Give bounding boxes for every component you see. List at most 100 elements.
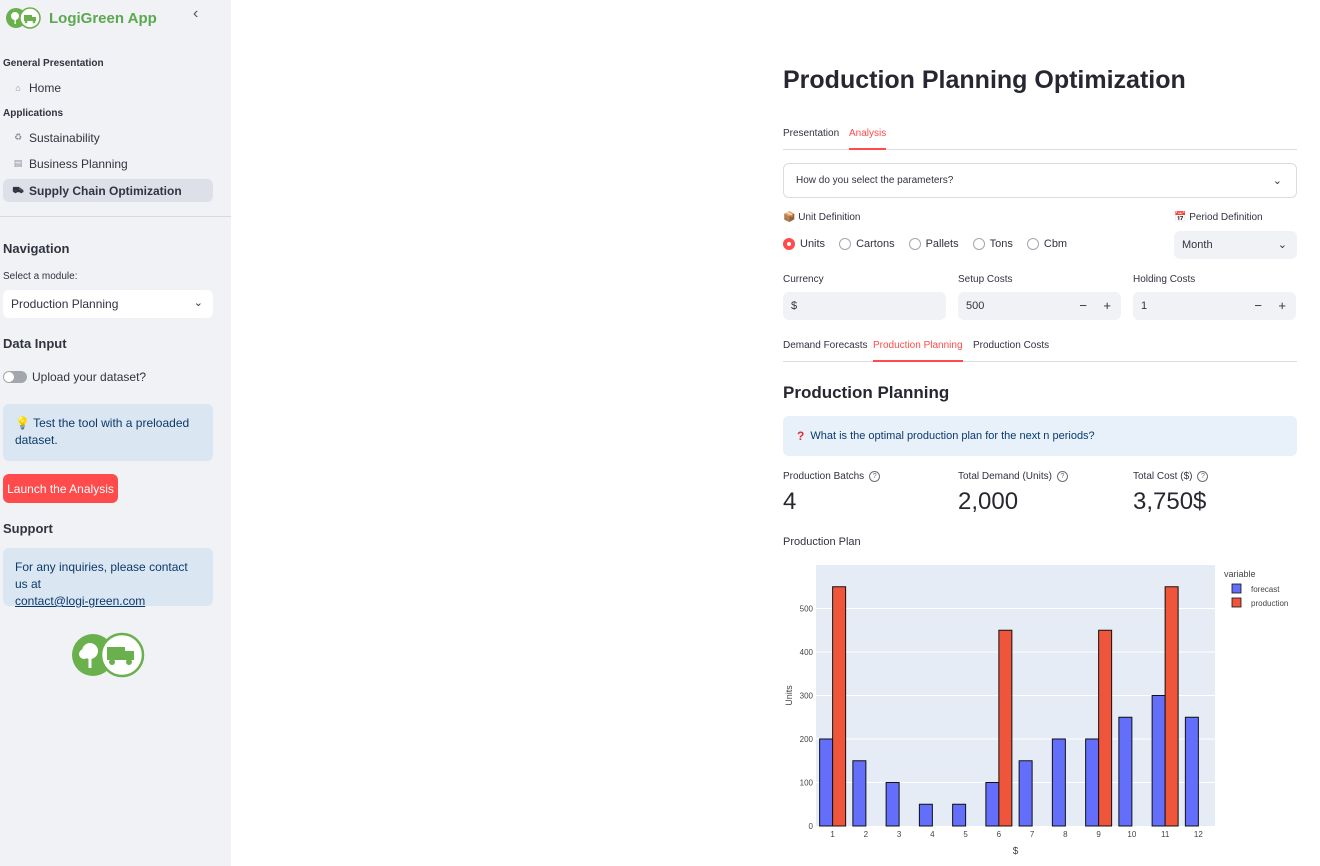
briefcase-icon: ▤ bbox=[13, 158, 23, 168]
x-tick-label: 6 bbox=[997, 830, 1002, 839]
metric-value-cost: 3,750$ bbox=[1133, 488, 1207, 515]
currency-input[interactable]: $ bbox=[783, 292, 946, 320]
support-email-link[interactable]: contact@logi-green.com bbox=[15, 594, 146, 608]
currency-label: Currency bbox=[783, 274, 824, 285]
question-text: What is the optimal production plan for … bbox=[810, 430, 1095, 442]
legend-swatch-forecast bbox=[1231, 583, 1242, 594]
x-tick-label: 2 bbox=[864, 830, 869, 839]
x-tick-label: 5 bbox=[963, 830, 968, 839]
bar-production bbox=[998, 629, 1013, 827]
bar-forecast bbox=[852, 760, 867, 827]
x-tick-label: 11 bbox=[1161, 830, 1170, 839]
support-info-box: For any inquiries, please contact us at … bbox=[3, 548, 213, 608]
metric-label-batches: Production Batchs? bbox=[783, 471, 881, 482]
logigreen-footer-logo-icon bbox=[72, 632, 145, 678]
preloaded-info-box: 💡 Test the tool with a preloaded dataset… bbox=[3, 404, 213, 461]
tab-production-planning[interactable]: Production Planning bbox=[873, 340, 963, 362]
sidebar-item-home[interactable]: ⌂ Home bbox=[3, 76, 213, 99]
x-tick-label: 3 bbox=[897, 830, 902, 839]
metric-label-demand: Total Demand (Units)? bbox=[958, 471, 1068, 482]
holding-costs-label: Holding Costs bbox=[1133, 274, 1196, 285]
y-tick-label: 400 bbox=[800, 648, 814, 657]
logigreen-logo-icon bbox=[6, 7, 41, 29]
bar-production bbox=[1098, 629, 1113, 827]
module-select-value: Production Planning bbox=[11, 297, 119, 311]
setup-costs-input[interactable]: 500 − + bbox=[958, 292, 1121, 320]
radio-pallets[interactable]: Pallets bbox=[908, 238, 959, 250]
parameters-expander[interactable]: How do you select the parameters? ⌄ bbox=[783, 163, 1297, 198]
holding-costs-input[interactable]: 1 − + bbox=[1133, 292, 1296, 320]
launch-analysis-button[interactable]: Launch the Analysis bbox=[3, 474, 118, 503]
collapse-sidebar-icon[interactable]: ‹ bbox=[193, 5, 199, 22]
metric-label-cost: Total Cost ($)? bbox=[1133, 471, 1209, 482]
sidebar-item-sustainability[interactable]: ♻ Sustainability bbox=[3, 126, 213, 149]
x-tick-label: 4 bbox=[930, 830, 935, 839]
sidebar-item-label: Business Planning bbox=[29, 156, 128, 171]
plus-icon[interactable]: + bbox=[1278, 298, 1286, 313]
x-tick-label: 1 bbox=[830, 830, 835, 839]
sidebar-item-supply-chain-optimization[interactable]: ⛟ Supply Chain Optimization bbox=[3, 179, 213, 202]
bar-forecast bbox=[1151, 695, 1166, 827]
chevron-down-icon: ⌄ bbox=[193, 297, 203, 309]
legend-title: variable bbox=[1224, 569, 1256, 579]
y-axis-label: Units bbox=[784, 685, 794, 706]
expander-label: How do you select the parameters? bbox=[796, 175, 954, 186]
radio-tons[interactable]: Tons bbox=[972, 238, 1013, 250]
chart-title: Production Plan bbox=[783, 536, 861, 548]
tab-demand-forecasts[interactable]: Demand Forecasts bbox=[783, 340, 868, 351]
sidebar-divider bbox=[0, 216, 231, 217]
period-select[interactable]: Month ⌄ bbox=[1174, 231, 1297, 259]
bar-forecast bbox=[1018, 760, 1033, 827]
tab-production-costs[interactable]: Production Costs bbox=[973, 340, 1050, 351]
help-icon[interactable]: ? bbox=[869, 471, 881, 482]
bar-forecast bbox=[985, 782, 1000, 827]
bar-forecast bbox=[819, 738, 834, 827]
legend-swatch-production bbox=[1231, 597, 1242, 608]
radio-units[interactable]: Units bbox=[783, 238, 825, 250]
legend-label-production: production bbox=[1251, 599, 1288, 608]
sidebar-item-label: Sustainability bbox=[29, 130, 100, 145]
help-icon[interactable]: ? bbox=[1197, 471, 1209, 482]
upload-dataset-toggle[interactable] bbox=[3, 371, 27, 383]
period-select-value: Month bbox=[1182, 239, 1213, 251]
support-heading: Support bbox=[3, 521, 53, 536]
data-input-heading: Data Input bbox=[3, 336, 67, 351]
bar-forecast bbox=[1085, 738, 1100, 827]
x-tick-label: 12 bbox=[1194, 830, 1203, 839]
bar-forecast bbox=[918, 803, 933, 827]
question-box: ? What is the optimal production plan fo… bbox=[783, 416, 1297, 456]
home-icon: ⌂ bbox=[15, 82, 21, 93]
radio-cartons[interactable]: Cartons bbox=[839, 238, 895, 250]
unit-radio-group: Units Cartons Pallets Tons Cbm bbox=[783, 238, 1081, 250]
y-tick-label: 0 bbox=[809, 822, 814, 831]
help-icon[interactable]: ? bbox=[1056, 471, 1068, 482]
brand: LogiGreen App bbox=[5, 6, 157, 30]
minus-icon[interactable]: − bbox=[1254, 298, 1262, 313]
bar-forecast bbox=[885, 782, 900, 827]
tab-analysis[interactable]: Analysis bbox=[849, 128, 887, 150]
calendar-icon: 📅 bbox=[1174, 212, 1187, 223]
x-tick-label: 7 bbox=[1030, 830, 1035, 839]
preloaded-note: Test the tool with a preloaded dataset. bbox=[15, 416, 190, 447]
section-general-presentation: General Presentation bbox=[3, 58, 104, 69]
unit-definition-label: 📦 Unit Definition bbox=[783, 212, 861, 223]
minus-icon[interactable]: − bbox=[1079, 298, 1087, 313]
page-title: Production Planning Optimization bbox=[783, 66, 1186, 94]
radio-cbm[interactable]: Cbm bbox=[1026, 238, 1067, 250]
plus-icon[interactable]: + bbox=[1103, 298, 1111, 313]
bar-forecast bbox=[1184, 716, 1199, 827]
sidebar-item-business-planning[interactable]: ▤ Business Planning bbox=[3, 152, 213, 175]
y-tick-label: 500 bbox=[800, 605, 814, 614]
metric-value-demand: 2,000 bbox=[958, 488, 1019, 515]
x-axis-label: $ bbox=[1013, 846, 1019, 857]
bar-forecast bbox=[952, 803, 967, 827]
sidebar-item-label: Supply Chain Optimization bbox=[29, 183, 182, 198]
radio-dot bbox=[839, 238, 852, 250]
tab-presentation[interactable]: Presentation bbox=[783, 128, 840, 139]
bar-forecast bbox=[1051, 738, 1066, 827]
y-tick-label: 300 bbox=[800, 692, 814, 701]
x-tick-label: 8 bbox=[1063, 830, 1068, 839]
module-select[interactable]: Production Planning ⌄ bbox=[3, 290, 213, 318]
chevron-down-icon: ⌄ bbox=[1277, 239, 1287, 251]
